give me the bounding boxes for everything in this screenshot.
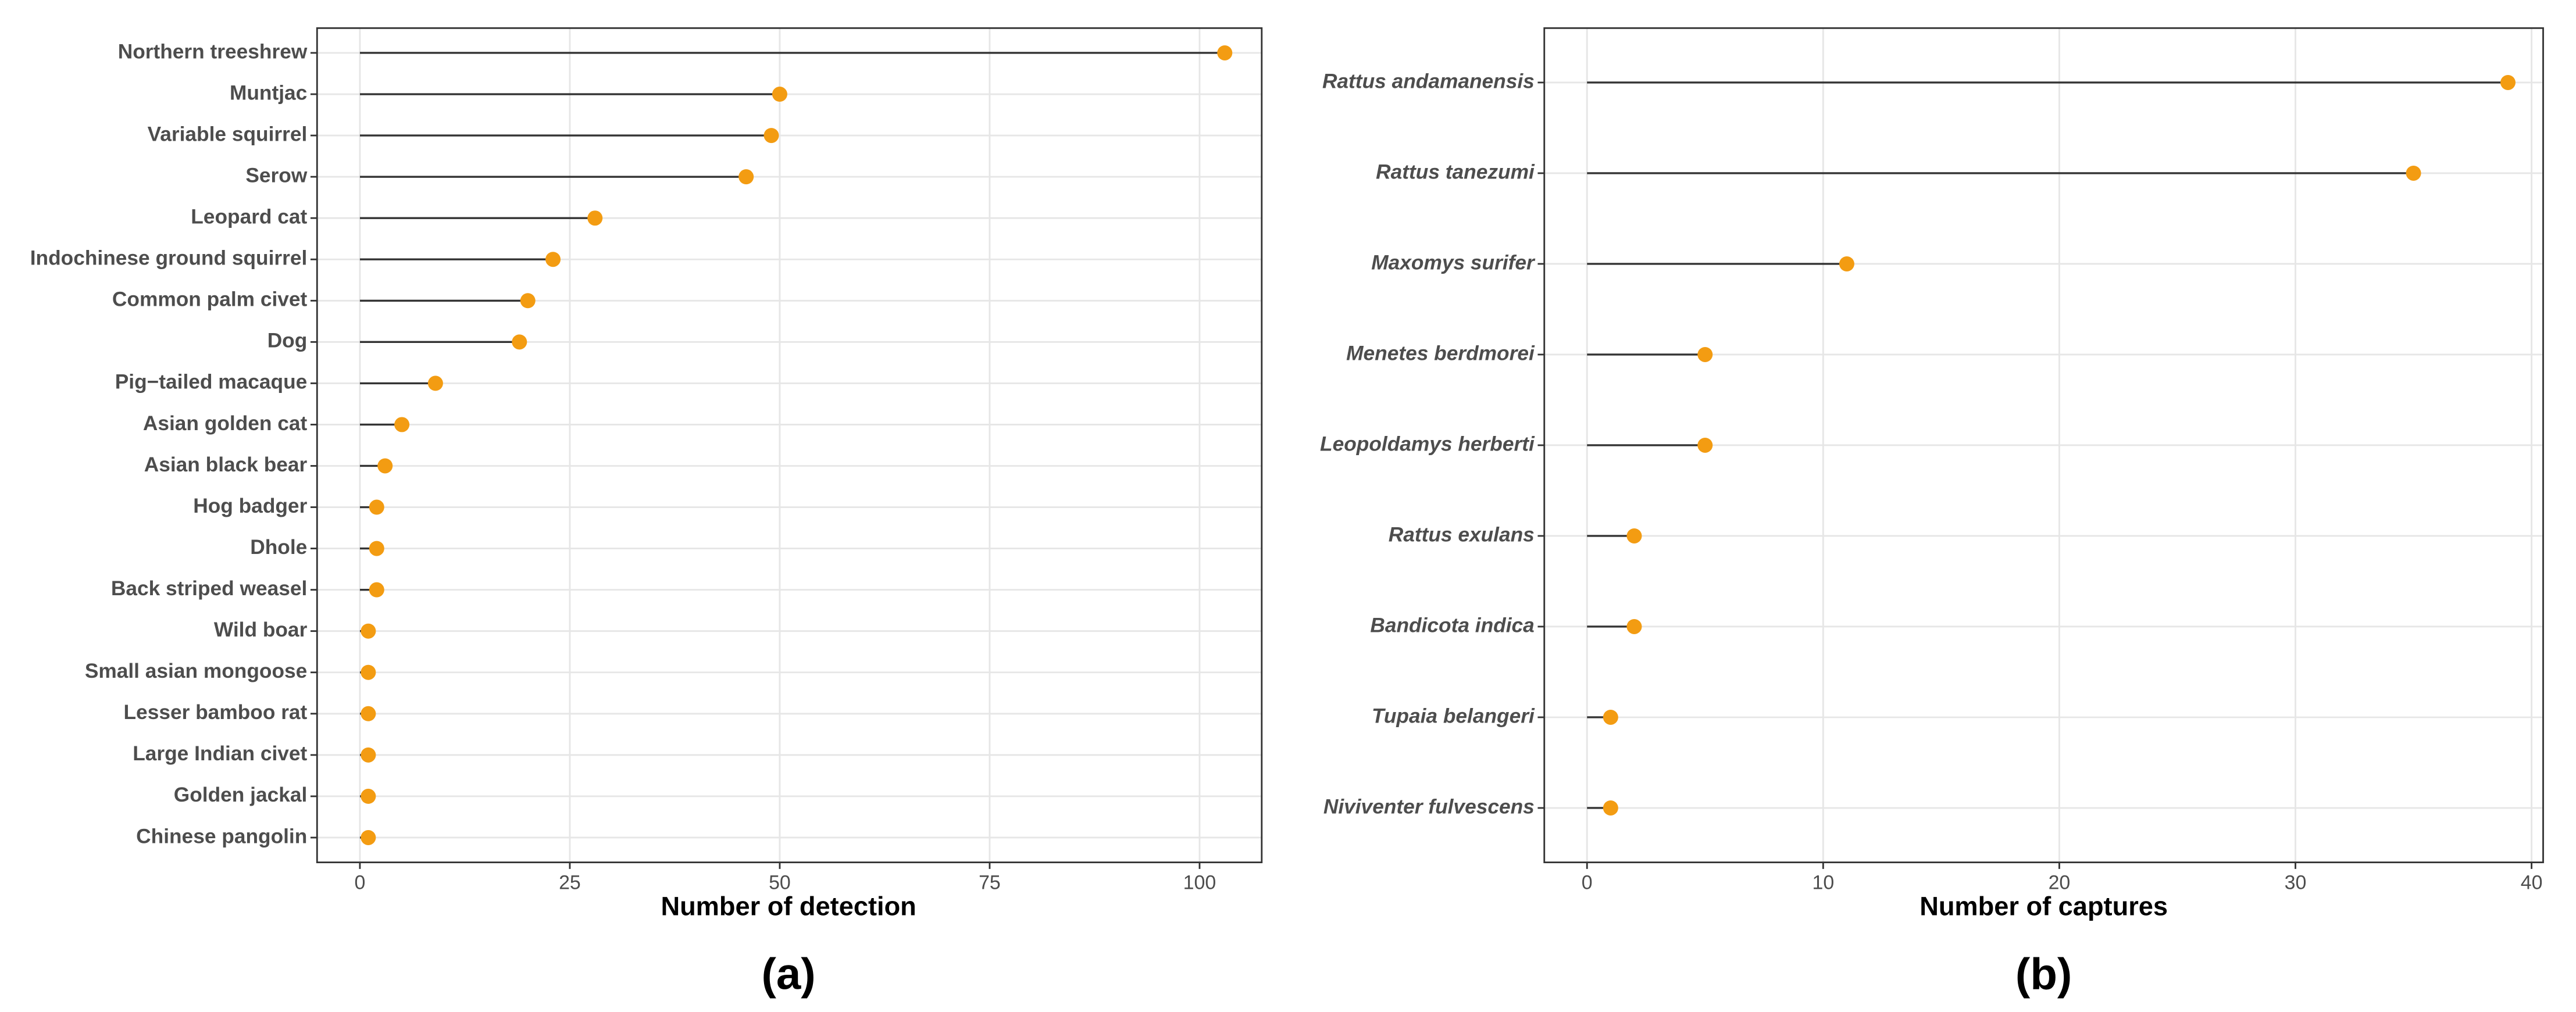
x-tick-label: 0	[354, 871, 365, 893]
y-tick-label: Indochinese ground squirrel	[30, 247, 308, 270]
point	[361, 706, 376, 721]
x-tick-label: 30	[2285, 871, 2307, 893]
point	[772, 87, 787, 102]
y-tick-label: Common palm civet	[112, 288, 308, 311]
point	[361, 623, 376, 639]
y-tick-label: Wild boar	[214, 618, 308, 641]
y-tick-label: Northern treeshrew	[118, 40, 308, 63]
panel-label: (b)	[2015, 950, 2072, 999]
x-axis-title: Number of detection	[661, 892, 916, 921]
point	[512, 334, 527, 350]
point	[361, 664, 376, 680]
point	[427, 376, 443, 391]
point	[2406, 165, 2421, 181]
x-tick-label: 0	[1582, 871, 1593, 893]
point	[1697, 437, 1713, 453]
point	[1626, 528, 1642, 543]
point	[738, 169, 754, 185]
y-tick-label: Leopard cat	[191, 206, 307, 228]
y-tick-label: Tupaia belangeri	[1372, 705, 1535, 727]
x-axis-title: Number of captures	[1919, 892, 2168, 921]
y-tick-label: Large Indian civet	[133, 742, 307, 765]
panel-background	[317, 28, 1262, 863]
point	[1697, 346, 1713, 362]
point	[361, 788, 376, 804]
point	[763, 128, 779, 144]
point	[377, 458, 393, 474]
point	[369, 499, 384, 515]
point	[369, 541, 384, 556]
point	[361, 829, 376, 845]
y-tick-label: Menetes berdmorei	[1346, 342, 1535, 364]
y-tick-label: Lesser bamboo rat	[124, 701, 308, 724]
y-tick-label: Bandicota indica	[1370, 614, 1534, 636]
y-tick-label: Chinese pangolin	[136, 825, 307, 847]
point	[1603, 800, 1618, 816]
x-tick-label: 75	[979, 871, 1001, 893]
y-tick-label: Dog	[267, 330, 308, 352]
point	[1603, 709, 1618, 725]
y-tick-label: Rattus exulans	[1389, 523, 1535, 546]
point	[545, 252, 561, 267]
x-tick-label: 50	[769, 871, 791, 893]
y-tick-label: Back striped weasel	[111, 577, 307, 600]
x-tick-label: 40	[2521, 871, 2543, 893]
y-tick-label: Muntjac	[230, 81, 307, 104]
point	[1839, 256, 1854, 271]
panel-label: (a)	[762, 950, 816, 999]
y-tick-label: Asian black bear	[144, 453, 308, 476]
y-tick-label: Variable squirrel	[148, 123, 308, 145]
point	[520, 293, 536, 309]
y-tick-label: Golden jackal	[174, 784, 308, 806]
point	[2500, 74, 2516, 90]
x-tick-label: 10	[1812, 871, 1834, 893]
point	[369, 582, 384, 598]
panel-border	[1543, 27, 2544, 863]
y-tick-label: Dhole	[250, 536, 307, 559]
y-tick-label: Pig−tailed macaque	[115, 371, 308, 394]
x-tick-label: 25	[559, 871, 581, 893]
point	[1217, 45, 1233, 60]
point	[587, 210, 603, 226]
y-tick-label: Serow	[245, 164, 307, 187]
y-tick-label: Leopoldamys herberti	[1320, 432, 1535, 455]
y-tick-label: Rattus andamanensis	[1322, 70, 1535, 92]
point	[394, 417, 410, 432]
x-tick-label: 20	[2049, 871, 2071, 893]
panel-border	[316, 27, 1263, 863]
y-tick-label: Rattus tanezumi	[1376, 160, 1535, 183]
y-tick-label: Asian golden cat	[143, 412, 308, 435]
point	[1626, 618, 1642, 634]
x-tick-label: 100	[1183, 871, 1216, 893]
y-tick-label: Small asian mongoose	[85, 660, 308, 682]
point	[361, 747, 376, 763]
y-tick-label: Niviventer fulvescens	[1323, 795, 1535, 818]
y-tick-label: Hog badger	[193, 495, 307, 517]
y-tick-label: Maxomys surifer	[1371, 251, 1536, 274]
